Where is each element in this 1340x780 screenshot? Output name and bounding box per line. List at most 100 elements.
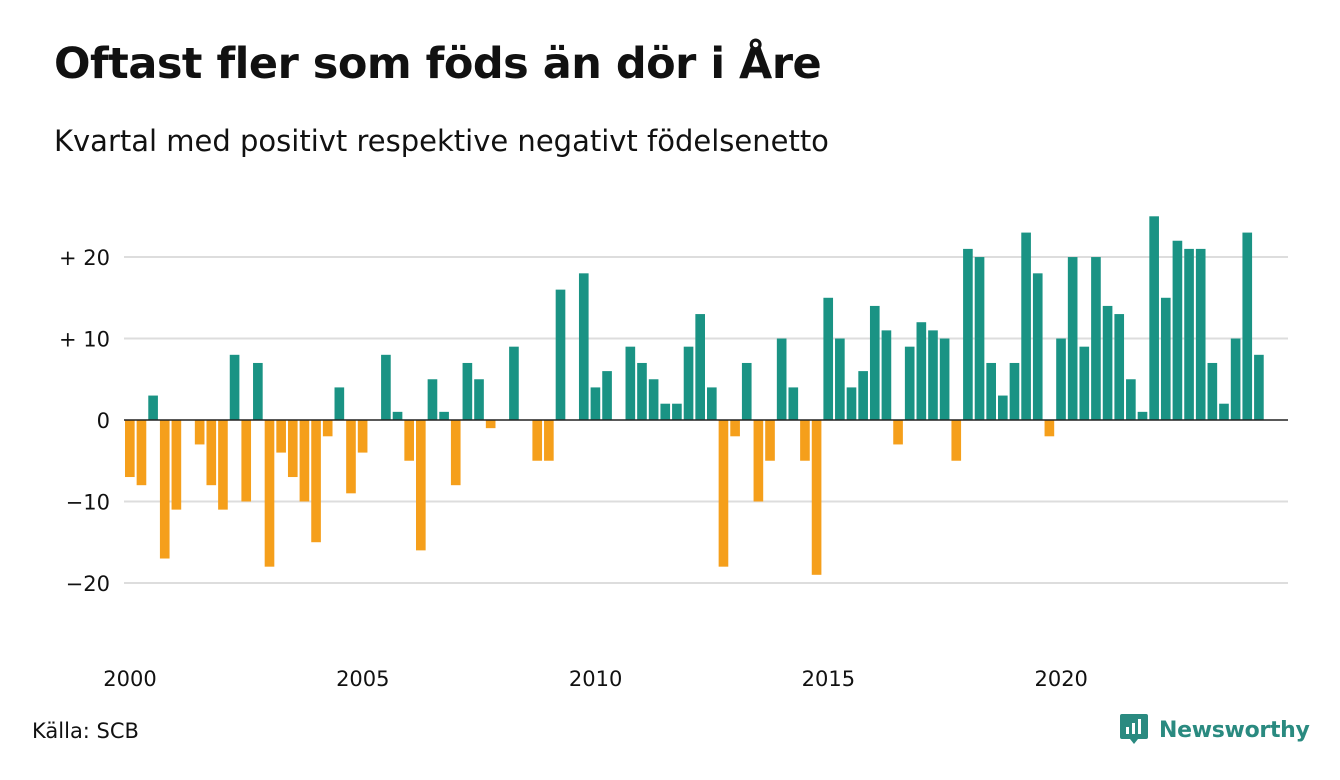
x-tick-label: 2005 <box>336 667 389 691</box>
bar <box>765 420 775 461</box>
bar <box>998 395 1008 420</box>
bar <box>1219 403 1229 420</box>
bar <box>602 371 612 420</box>
bar <box>544 420 554 461</box>
bar <box>916 322 927 420</box>
y-tick-label: −10 <box>66 490 110 514</box>
bar <box>788 387 799 420</box>
newsworthy-logo-icon <box>1120 714 1148 744</box>
bar <box>381 354 391 420</box>
bar <box>660 403 671 420</box>
x-tick-label: 2010 <box>569 667 622 691</box>
bar <box>869 305 880 420</box>
bar <box>1149 216 1159 420</box>
bar <box>730 420 740 437</box>
source-note: Källa: SCB <box>32 719 139 743</box>
bar <box>404 420 414 461</box>
bar <box>1056 338 1066 420</box>
brand-logo[interactable]: Newsworthy <box>1118 712 1310 748</box>
bar <box>253 362 263 420</box>
bar <box>287 420 298 478</box>
brand-name: Newsworthy <box>1159 717 1310 743</box>
bar <box>346 420 356 494</box>
bar <box>416 420 426 551</box>
bar <box>811 420 822 575</box>
x-tick-label: 2000 <box>103 667 156 691</box>
bar <box>1160 297 1171 420</box>
chart-title: Oftast fler som föds än dör i Åre <box>54 39 822 89</box>
bar <box>741 362 752 420</box>
bar <box>683 346 694 420</box>
bar <box>462 362 473 420</box>
bar <box>1230 338 1241 420</box>
y-tick-label: + 20 <box>59 246 110 270</box>
bar <box>264 420 275 567</box>
bar <box>718 420 729 567</box>
bar <box>881 330 892 420</box>
bar <box>1207 362 1218 420</box>
y-axis-labels: + 20 + 10 0 −10 −20 <box>59 246 110 596</box>
bar <box>1172 240 1183 420</box>
bar <box>800 420 810 461</box>
bar <box>357 420 368 453</box>
bar <box>555 289 566 420</box>
bar <box>159 420 170 559</box>
bar <box>1009 362 1020 420</box>
bar <box>1137 411 1148 420</box>
bar <box>776 338 787 420</box>
bar <box>893 420 903 445</box>
bar <box>672 403 682 420</box>
bar <box>1114 314 1125 420</box>
bar <box>474 379 484 420</box>
x-tick-label: 2020 <box>1034 667 1087 691</box>
bar <box>1254 354 1264 420</box>
bar <box>823 297 834 420</box>
bar <box>1021 232 1031 420</box>
bar <box>299 420 310 502</box>
bar <box>218 420 228 510</box>
bar <box>904 346 915 420</box>
bar <box>590 387 601 420</box>
bar <box>963 248 973 420</box>
bar <box>392 411 403 420</box>
bar <box>928 330 938 420</box>
bar <box>509 346 519 420</box>
bar <box>322 420 333 437</box>
bar <box>1079 346 1090 420</box>
bar <box>1184 248 1194 420</box>
bar <box>439 411 449 420</box>
bar <box>334 387 345 420</box>
bar <box>1126 379 1136 420</box>
bar <box>427 379 438 420</box>
bar <box>707 387 717 420</box>
bar <box>835 338 845 420</box>
chart-subtitle: Kvartal med positivt respektive negativt… <box>54 124 829 158</box>
bar <box>148 395 158 420</box>
bar <box>1091 257 1101 420</box>
x-axis-labels: 2000 2005 2010 2015 2020 <box>103 667 1088 691</box>
bar <box>1242 232 1253 420</box>
bar <box>1067 257 1078 420</box>
y-tick-label: −20 <box>66 572 110 596</box>
bar <box>637 362 647 420</box>
y-tick-label: 0 <box>97 409 110 433</box>
bar <box>136 420 147 486</box>
bar <box>1102 305 1113 420</box>
bar <box>485 420 496 429</box>
bar <box>276 420 286 453</box>
bar <box>532 420 543 461</box>
bar <box>986 362 996 420</box>
bars <box>125 216 1264 575</box>
bar <box>1195 248 1206 420</box>
bar <box>229 354 240 420</box>
bar <box>648 379 659 420</box>
bar <box>311 420 321 543</box>
bar <box>206 420 217 486</box>
bar <box>125 420 135 478</box>
bar <box>625 346 636 420</box>
bar <box>171 420 182 510</box>
bar <box>241 420 252 502</box>
bar <box>1044 420 1055 437</box>
bar <box>450 420 461 486</box>
